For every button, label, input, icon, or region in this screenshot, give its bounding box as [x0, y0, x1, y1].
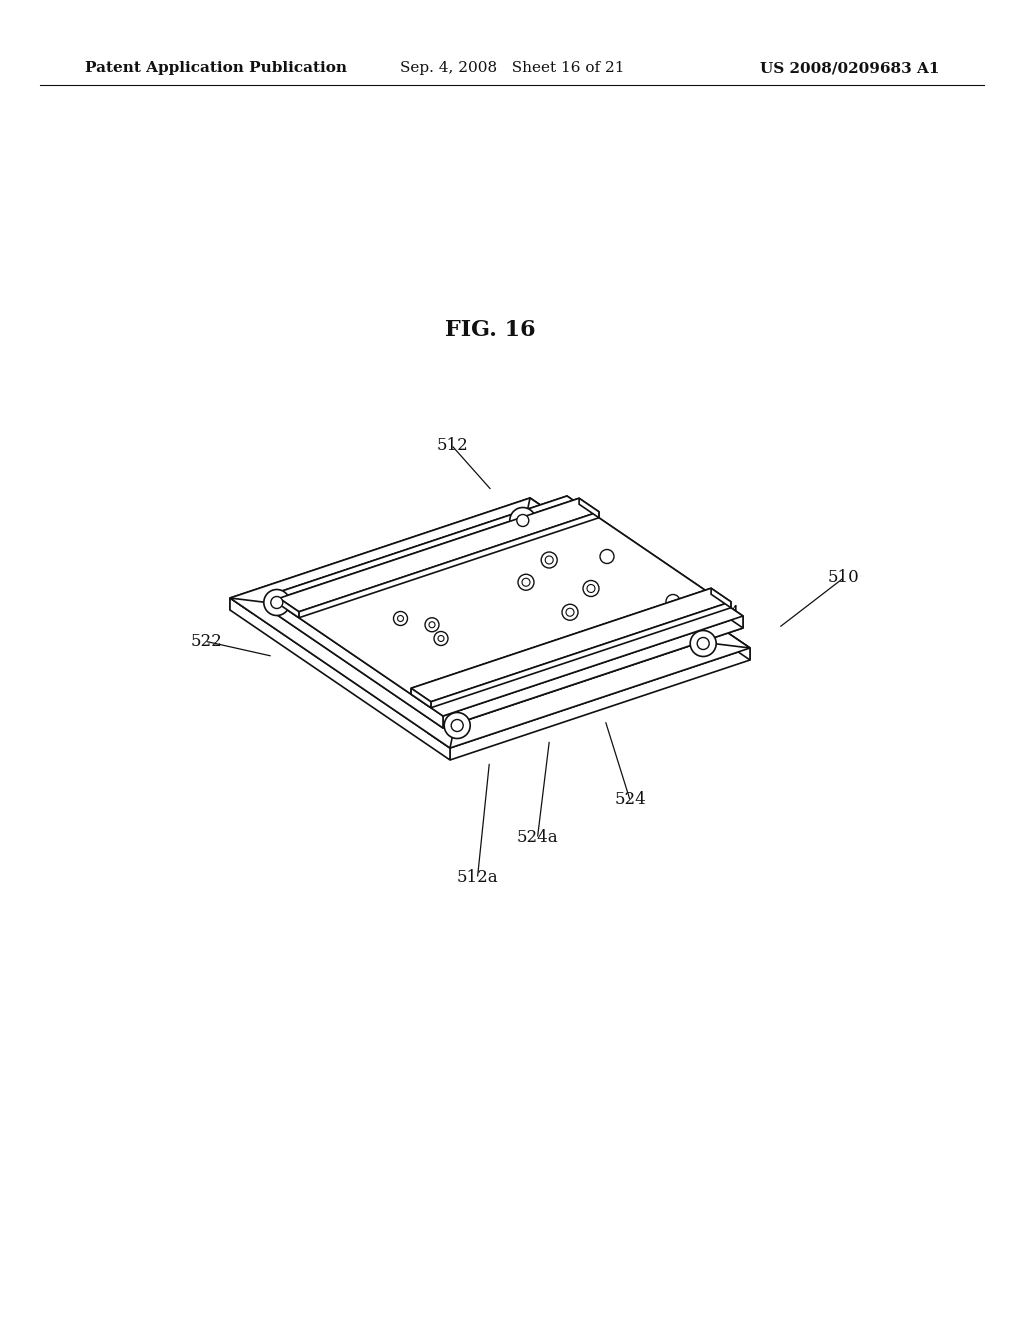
Polygon shape [230, 598, 455, 748]
Circle shape [583, 581, 599, 597]
Text: Sep. 4, 2008   Sheet 16 of 21: Sep. 4, 2008 Sheet 16 of 21 [399, 61, 625, 75]
Circle shape [425, 618, 439, 632]
Circle shape [264, 590, 290, 615]
Text: 520: 520 [529, 582, 561, 598]
Polygon shape [299, 512, 599, 618]
Polygon shape [267, 597, 443, 729]
Circle shape [444, 713, 470, 738]
Text: Patent Application Publication: Patent Application Publication [85, 61, 347, 75]
Circle shape [697, 638, 710, 649]
Circle shape [545, 556, 553, 564]
Polygon shape [267, 496, 743, 715]
Polygon shape [280, 498, 599, 611]
Polygon shape [267, 496, 567, 609]
Polygon shape [411, 688, 431, 708]
Circle shape [517, 515, 528, 527]
Circle shape [522, 578, 530, 586]
Text: FIG. 16: FIG. 16 [444, 319, 536, 341]
Circle shape [270, 597, 283, 609]
Polygon shape [280, 498, 580, 605]
Polygon shape [450, 648, 750, 760]
Text: 514: 514 [659, 590, 691, 607]
Circle shape [666, 594, 680, 609]
Text: 512: 512 [436, 437, 468, 454]
Polygon shape [411, 589, 711, 694]
Circle shape [438, 635, 444, 642]
Polygon shape [711, 589, 731, 607]
Text: US 2008/0209683 A1: US 2008/0209683 A1 [761, 61, 940, 75]
Text: 528: 528 [346, 562, 378, 579]
Polygon shape [279, 535, 701, 737]
Circle shape [452, 719, 463, 731]
Polygon shape [279, 521, 525, 616]
Text: 512a: 512a [457, 869, 499, 886]
Polygon shape [455, 642, 701, 737]
Polygon shape [431, 602, 731, 708]
Polygon shape [580, 498, 599, 517]
Polygon shape [525, 498, 750, 648]
Circle shape [587, 585, 595, 593]
Polygon shape [530, 498, 750, 660]
Polygon shape [567, 496, 743, 628]
Text: 510: 510 [827, 569, 859, 586]
Polygon shape [443, 616, 743, 729]
Polygon shape [230, 498, 530, 610]
Polygon shape [280, 598, 299, 618]
Circle shape [690, 631, 716, 656]
Circle shape [566, 609, 574, 616]
Circle shape [393, 611, 408, 626]
Text: 524: 524 [614, 792, 646, 808]
Polygon shape [267, 508, 743, 729]
Polygon shape [230, 598, 450, 760]
Circle shape [518, 574, 534, 590]
Circle shape [542, 552, 557, 568]
Circle shape [562, 605, 578, 620]
Polygon shape [279, 605, 455, 737]
Polygon shape [525, 521, 701, 653]
Text: 522: 522 [190, 632, 222, 649]
Circle shape [510, 507, 536, 533]
Circle shape [600, 549, 614, 564]
Polygon shape [230, 498, 552, 612]
Polygon shape [301, 541, 693, 734]
Text: 529: 529 [528, 605, 560, 622]
Polygon shape [428, 634, 750, 748]
Polygon shape [411, 589, 731, 702]
Circle shape [429, 622, 435, 628]
Circle shape [434, 631, 449, 645]
Text: 526: 526 [489, 622, 521, 639]
Circle shape [397, 615, 403, 622]
Text: 514: 514 [710, 606, 741, 623]
Text: 524a: 524a [517, 829, 558, 846]
